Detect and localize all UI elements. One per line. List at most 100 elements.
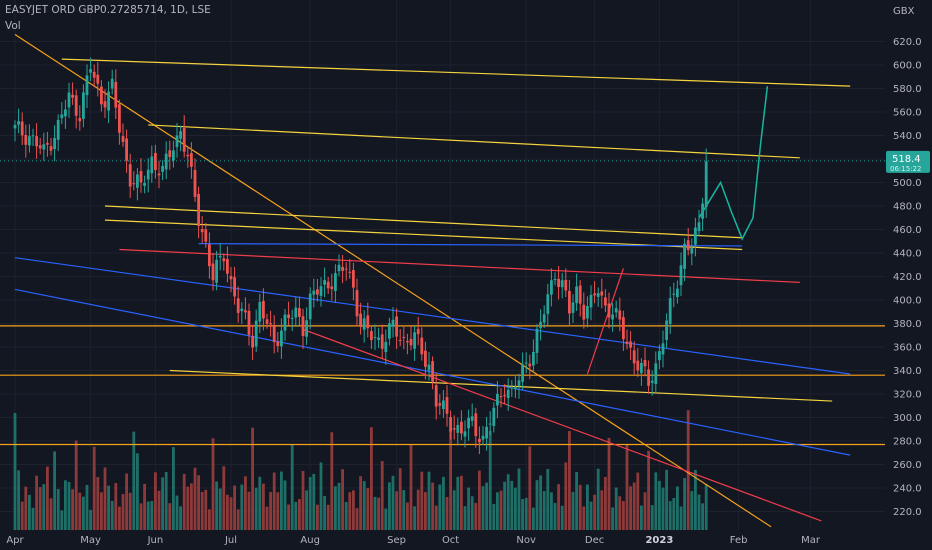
volume-bar (607, 437, 611, 530)
candle (694, 227, 697, 245)
candle (276, 341, 280, 347)
candle (341, 266, 344, 271)
volume-bar (539, 475, 542, 530)
candle (190, 153, 193, 167)
volume-bar (470, 496, 474, 530)
candle (197, 193, 200, 227)
volume-bar (341, 469, 344, 530)
volume-bar (604, 476, 607, 530)
y-tick-label: 220.0 (893, 507, 922, 518)
volume-bar (276, 492, 280, 530)
volume-bar (643, 492, 647, 530)
volume-bar (323, 496, 326, 530)
candle (136, 174, 139, 188)
volume-bar (485, 482, 488, 530)
y-tick-label: 580.0 (893, 84, 922, 95)
y-tick-label: 440.0 (893, 249, 922, 260)
volume-bar (211, 438, 215, 530)
candle (460, 421, 463, 434)
volume-bar (571, 491, 575, 530)
volume-bar (665, 469, 668, 530)
volume-bar (420, 471, 424, 530)
candle (114, 81, 118, 108)
candle (301, 316, 305, 336)
volume-bar (200, 491, 204, 530)
candle (323, 280, 326, 285)
candle (215, 259, 218, 283)
volume-bar (38, 487, 42, 530)
volume-bar (380, 461, 384, 530)
candle (125, 138, 128, 161)
candle (150, 156, 154, 174)
candle (431, 361, 434, 382)
candle (668, 298, 672, 324)
candle (17, 121, 20, 125)
candle (240, 308, 244, 312)
candle (265, 319, 269, 324)
volume-bar (312, 473, 316, 530)
candle (488, 423, 492, 425)
candle (319, 286, 323, 296)
x-tick-label: Aug (300, 535, 320, 546)
volume-bar (218, 488, 222, 530)
candle (247, 310, 251, 335)
volume-bar (676, 486, 679, 530)
y-tick-label: 480.0 (893, 202, 922, 213)
candle (53, 138, 56, 150)
channel-line (104, 205, 743, 239)
candle (96, 74, 100, 84)
volume-bar (431, 482, 434, 530)
volume-bar (402, 490, 406, 530)
candle (416, 328, 420, 335)
volume-bar (272, 472, 276, 530)
volume-bar (308, 477, 312, 530)
volume-bar (391, 475, 395, 530)
candle (618, 310, 622, 320)
candle (604, 297, 607, 306)
volume-bar (60, 510, 64, 530)
volume-bar (96, 477, 100, 530)
volume-bar (244, 476, 247, 530)
candle (362, 318, 366, 330)
volume-bar (352, 490, 355, 530)
volume-bar (280, 471, 283, 530)
candle (564, 279, 568, 291)
candle (132, 183, 136, 185)
volume-bar (463, 506, 467, 530)
trendline-line (302, 328, 822, 522)
volume-bar (496, 492, 499, 530)
candle (251, 336, 254, 348)
candle (157, 173, 161, 176)
volume-bar (31, 507, 35, 530)
y-tick-label: 600.0 (893, 61, 922, 72)
volume-bar (503, 481, 506, 530)
candle (370, 331, 373, 341)
candle (503, 395, 506, 397)
y-tick-label: 540.0 (893, 131, 922, 142)
candle (647, 369, 650, 386)
price-axis: 220.0 240.0 260.0 280.0 300.0 320.0 340.0 360.0… (893, 37, 922, 518)
volume-bar (53, 451, 56, 530)
volume-bar (103, 467, 107, 530)
candle (139, 171, 143, 183)
candle (82, 92, 85, 119)
candle (456, 424, 460, 433)
y-tick-label: 380.0 (893, 319, 922, 330)
volume-bar (24, 486, 28, 530)
trendline-line (119, 248, 800, 283)
candle (272, 324, 276, 343)
last-price-value: 518.4 (892, 154, 921, 165)
volume-bar (125, 473, 128, 530)
candle (233, 277, 236, 297)
candle (294, 307, 298, 318)
volume-bar (344, 502, 348, 530)
volume-bar (190, 483, 193, 530)
candle (46, 142, 49, 145)
candle (118, 104, 121, 133)
volume-bar (13, 413, 17, 530)
candle (510, 387, 514, 389)
volume-bar (632, 482, 636, 530)
candle (593, 293, 596, 296)
volume-bar (74, 440, 78, 530)
